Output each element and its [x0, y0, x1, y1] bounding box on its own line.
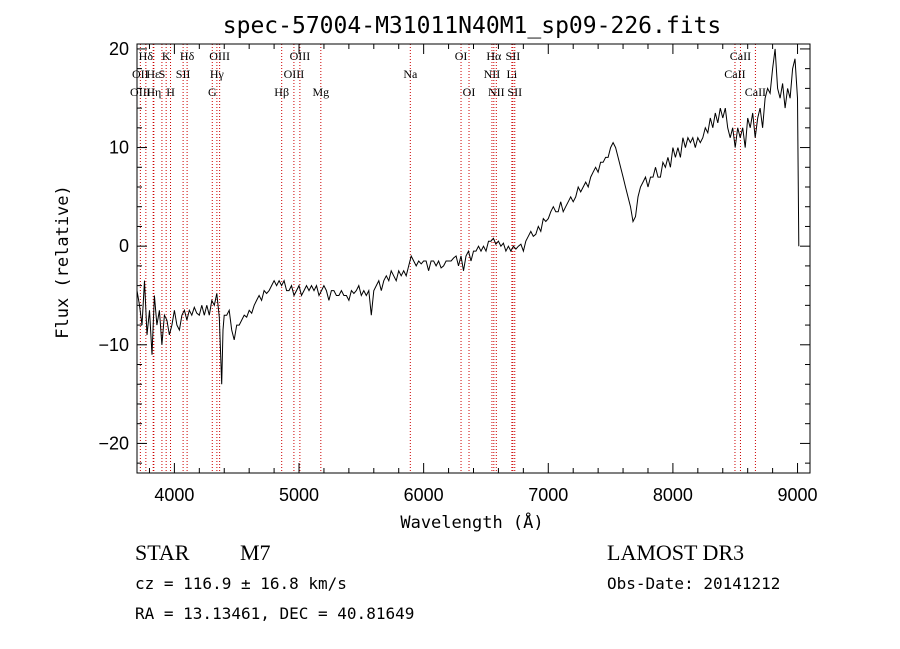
x-tick-label: 9000 — [778, 485, 818, 505]
spectral-line-label: OI — [463, 85, 476, 99]
spectrum-series-line — [136, 48, 800, 385]
x-tick-label: 5000 — [279, 485, 319, 505]
spectral-line-label: SII — [507, 85, 522, 99]
spectral-line-markers — [139, 44, 756, 473]
spectral-line-label: Na — [403, 67, 418, 81]
spectral-line-label: Hβ — [274, 85, 289, 99]
observation-date: Obs-Date: 20141212 — [607, 574, 780, 593]
coordinates-readout: RA = 13.13461, DEC = 40.81649 — [135, 604, 414, 623]
spectral-line-label: OI — [455, 49, 468, 63]
object-subclass: M7 — [240, 540, 271, 565]
spectral-line-label: CaII — [730, 49, 751, 63]
y-tick-label: −20 — [98, 433, 129, 453]
x-axis-label: Wavelength (Å) — [400, 511, 543, 533]
spectral-line-label: OIII — [290, 49, 311, 63]
x-axis-ticks: 4000 5000 6000 7000 8000 9000 — [148, 44, 818, 505]
y-axis-label: Flux (relative) — [53, 185, 73, 339]
survey-name: LAMOST DR3 — [607, 540, 744, 565]
spectral-line-label: CaII — [724, 67, 745, 81]
y-tick-label: 20 — [109, 39, 129, 59]
x-tick-label: 4000 — [154, 485, 194, 505]
spectral-line-label: G — [208, 85, 217, 99]
y-tick-label: −10 — [98, 335, 129, 355]
x-tick-label: 8000 — [653, 485, 693, 505]
spectral-line-label: Hγ — [210, 67, 225, 81]
spectral-line-label: S — [159, 67, 166, 81]
x-tick-label: 7000 — [528, 485, 568, 505]
spectral-line-label: OIII — [209, 49, 230, 63]
spectral-line-label: K — [162, 49, 171, 63]
spectral-line-label: SII — [176, 67, 191, 81]
spectral-line-label: Hα — [486, 49, 502, 63]
spectral-line-label: NII — [488, 85, 505, 99]
object-class: STAR — [135, 540, 190, 565]
spectral-line-label: CaII — [745, 85, 766, 99]
spectral-line-label: SII — [506, 49, 521, 63]
plot-frame — [136, 43, 811, 474]
spectral-line-label: Li — [507, 67, 518, 81]
spectral-line-label: OIII — [284, 67, 305, 81]
y-axis-ticks: −20 −10 0 10 20 — [98, 39, 810, 464]
x-tick-label: 6000 — [404, 485, 444, 505]
redshift-readout: cz = 116.9 ± 16.8 km/s — [135, 574, 347, 593]
spectral-line-labels: Hδ OII OIII Hε Hη KSH Hδ SII OIII Hγ G Hβ OIII OIII Mg… — [130, 49, 766, 99]
spectral-line-label: OIII — [130, 85, 151, 99]
chart-title: spec-57004-M31011N40M1_sp09-226.fits — [223, 13, 722, 39]
y-tick-label: 10 — [109, 138, 129, 158]
spectral-line-label: H — [166, 85, 175, 99]
spectral-line-label: Hε — [146, 67, 160, 81]
spectral-line-label: Hδ — [180, 49, 195, 63]
y-tick-label: 0 — [119, 236, 129, 256]
spectral-line-label: OII — [132, 67, 149, 81]
spectral-line-label: Hδ — [139, 49, 154, 63]
spectral-line-label: Mg — [312, 85, 329, 99]
spectral-line-label: NII — [484, 67, 501, 81]
spectral-line-label: Hη — [146, 85, 161, 99]
